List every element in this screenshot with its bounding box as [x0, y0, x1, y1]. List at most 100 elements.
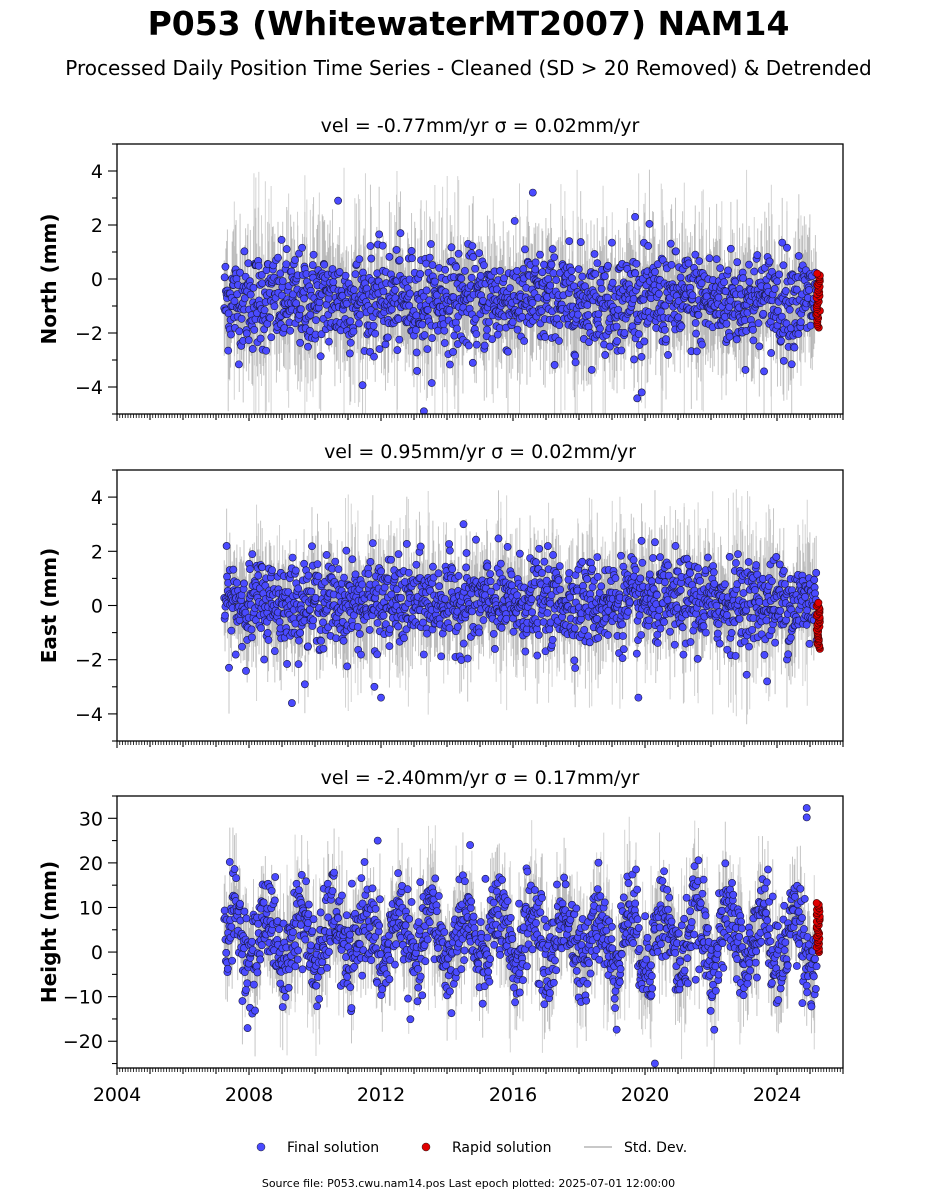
final-solution-point — [775, 560, 784, 569]
final-solution-point — [631, 212, 639, 221]
final-solution-point — [645, 219, 654, 228]
final-solution-point — [416, 542, 425, 551]
final-solution-point — [619, 632, 627, 640]
final-solution-point — [521, 647, 530, 656]
final-solution-point — [617, 346, 626, 355]
final-solution-point — [555, 321, 564, 330]
final-solution-point — [441, 265, 450, 274]
final-solution-point — [618, 654, 627, 662]
final-solution-point — [588, 564, 597, 573]
final-solution-point — [604, 631, 612, 639]
final-solution-point — [695, 257, 704, 266]
final-solution-point — [240, 247, 249, 256]
final-solution-point — [412, 326, 420, 334]
final-solution-point — [617, 551, 625, 560]
final-solution-point — [532, 558, 540, 567]
final-solution-point — [479, 261, 488, 270]
final-solution-point — [763, 677, 771, 686]
final-solution-point — [319, 644, 328, 653]
final-solution-point — [462, 549, 471, 557]
final-solution-point — [311, 594, 320, 602]
final-solution-point — [655, 289, 663, 298]
final-solution-point — [428, 562, 437, 571]
final-solution-point — [767, 349, 776, 357]
final-solution-point — [430, 277, 439, 286]
final-solution-point — [270, 647, 279, 655]
final-solution-point — [694, 311, 703, 319]
final-solution-point — [805, 286, 813, 294]
final-solution-point — [810, 575, 819, 584]
final-solution-point — [445, 306, 454, 314]
final-solution-point — [334, 565, 343, 574]
final-solution-point — [257, 271, 266, 279]
final-solution-point — [413, 367, 421, 375]
final-solution-point — [471, 314, 480, 323]
final-solution-point — [520, 337, 529, 345]
final-solution-point — [744, 558, 753, 566]
final-solution-point — [270, 302, 279, 311]
final-solution-point — [625, 598, 634, 607]
final-solution-point — [538, 268, 547, 277]
final-solution-point — [248, 550, 257, 559]
final-solution-point — [638, 558, 647, 567]
final-solution-point — [634, 330, 643, 338]
final-solution-point — [629, 556, 638, 564]
final-solution-point — [779, 566, 788, 575]
final-solution-point — [803, 606, 812, 615]
final-solution-point — [231, 650, 240, 659]
final-solution-point — [297, 305, 305, 314]
final-solution-point — [683, 554, 691, 563]
final-solution-point — [378, 241, 387, 250]
final-solution-point — [268, 566, 276, 575]
final-solution-point — [375, 345, 384, 353]
final-solution-point — [262, 346, 271, 355]
final-solution-point — [278, 291, 286, 300]
final-solution-point — [404, 568, 413, 577]
final-solution-point — [220, 273, 229, 282]
final-solution-point — [300, 559, 308, 568]
final-solution-point — [705, 254, 714, 263]
final-solution-point — [548, 245, 557, 253]
final-solution-point — [614, 305, 623, 314]
final-solution-point — [570, 624, 579, 633]
final-solution-point — [223, 572, 231, 581]
final-solution-point — [316, 352, 325, 361]
final-solution-point — [233, 290, 242, 299]
final-solution-point — [296, 338, 305, 347]
final-solution-point — [248, 345, 257, 353]
final-solution-point — [282, 245, 291, 253]
final-solution-point — [449, 348, 457, 356]
final-solution-point — [240, 294, 249, 303]
final-solution-point — [419, 618, 427, 627]
final-solution-point — [771, 638, 780, 647]
final-solution-point — [349, 285, 358, 294]
final-solution-point — [383, 333, 392, 342]
final-solution-point — [651, 538, 659, 547]
final-solution-point — [246, 290, 255, 299]
final-solution-point — [611, 574, 620, 583]
final-solution-point — [275, 618, 284, 626]
final-solution-point — [721, 312, 729, 321]
final-solution-point — [445, 624, 454, 632]
final-solution-point — [725, 553, 734, 561]
final-solution-point — [448, 565, 457, 573]
final-solution-point — [274, 253, 282, 262]
final-solution-point — [576, 238, 585, 246]
final-solution-point — [325, 337, 333, 346]
final-solution-point — [488, 335, 497, 343]
final-solution-point — [653, 591, 661, 599]
final-solution-point — [358, 381, 367, 390]
final-solution-point — [578, 272, 587, 281]
final-solution-point — [251, 616, 260, 625]
final-solution-point — [521, 245, 529, 254]
final-solution-point — [555, 336, 563, 345]
final-solution-point — [369, 321, 378, 330]
final-solution-point — [500, 274, 508, 283]
plot-area — [220, 167, 824, 414]
final-solution-point — [792, 285, 801, 294]
final-solution-point — [496, 267, 504, 275]
final-solution-point — [555, 562, 564, 571]
final-solution-point — [513, 325, 522, 334]
final-solution-point — [619, 645, 628, 654]
final-solution-point — [698, 340, 706, 349]
